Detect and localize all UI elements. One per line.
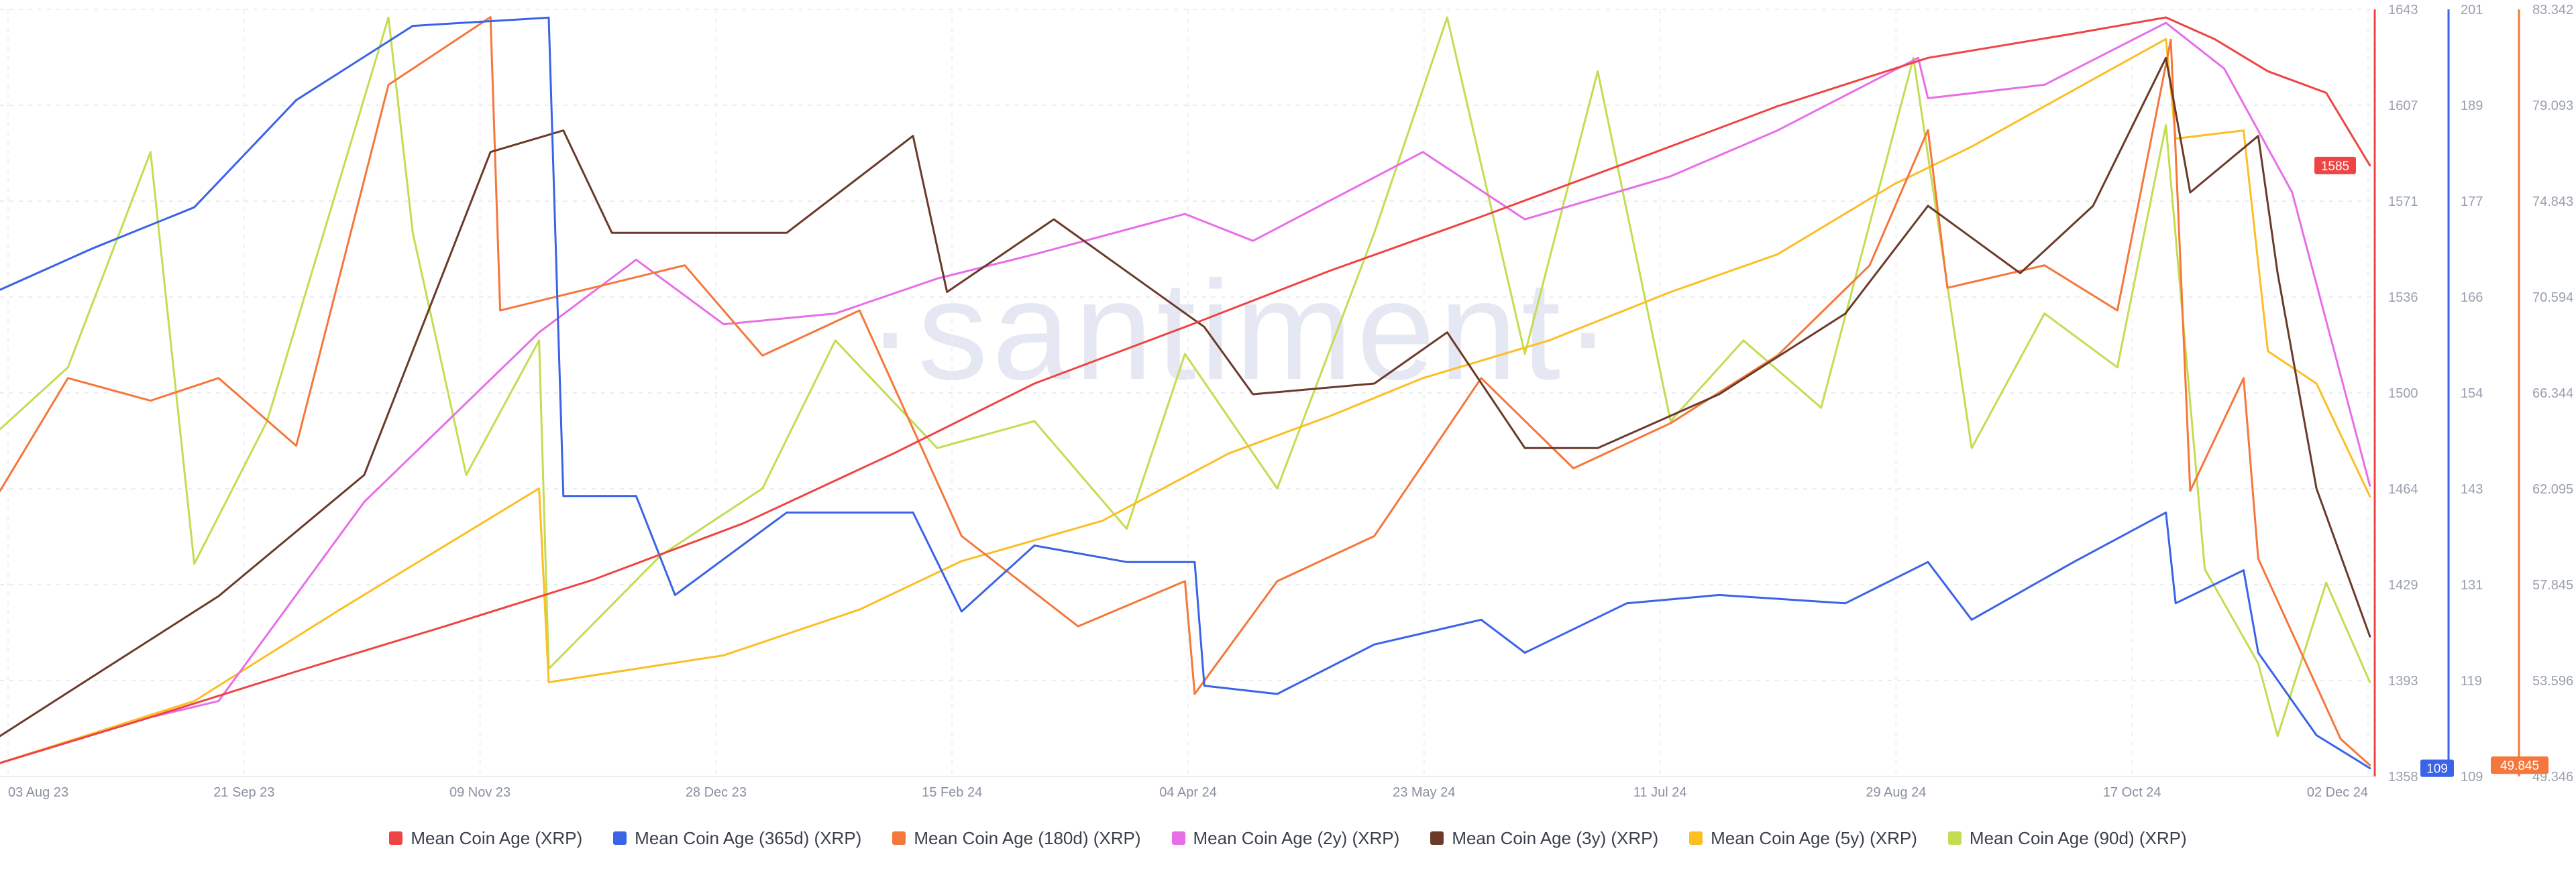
x-tick-label: 29 Aug 24 xyxy=(1866,785,1926,800)
legend-item[interactable]: Mean Coin Age (XRP) xyxy=(389,828,582,849)
legend-label: Mean Coin Age (2y) (XRP) xyxy=(1193,827,1400,848)
y-tick-label-365d: 143 xyxy=(2461,482,2483,497)
y-tick-label-180d: 79.093 xyxy=(2532,99,2573,113)
y-tick-label-365d: 166 xyxy=(2461,290,2483,305)
y-tick-label-mca: 1429 xyxy=(2388,578,2418,593)
legend-item[interactable]: Mean Coin Age (3y) (XRP) xyxy=(1430,828,1658,849)
series-line-5 xyxy=(0,38,2371,764)
y-tick-label-mca: 1643 xyxy=(2388,3,2418,17)
axes-layer: 03 Aug 23 21 Sep 23 09 Nov 23 28 Dec 23 15 F… xyxy=(8,3,2573,800)
y-tick-label-180d: 66.344 xyxy=(2532,386,2573,401)
y-tick-label-365d: 131 xyxy=(2461,578,2483,593)
y-tick-label-mca: 1464 xyxy=(2388,482,2418,497)
legend-label: Mean Coin Age (90d) (XRP) xyxy=(1969,827,2187,848)
x-tick-label: 09 Nov 23 xyxy=(449,785,511,800)
series-layer xyxy=(0,16,2371,770)
y-tick-label-mca: 1393 xyxy=(2388,674,2418,689)
y-tick-label-180d: 57.845 xyxy=(2532,578,2573,593)
legend-swatch xyxy=(892,831,906,845)
y-tick-label-180d: 74.843 xyxy=(2532,194,2573,209)
current-value-badge-mca xyxy=(2314,156,2356,174)
legend-swatch xyxy=(1430,831,1444,845)
legend-swatch xyxy=(1947,831,1962,845)
legend-label: Mean Coin Age (180d) (XRP) xyxy=(914,827,1141,848)
legend-swatch xyxy=(389,831,403,845)
y-tick-label-365d: 189 xyxy=(2461,99,2483,113)
x-tick-label: 21 Sep 23 xyxy=(213,785,274,800)
x-tick-label: 15 Feb 24 xyxy=(922,785,982,800)
legend-label: Mean Coin Age (365d) (XRP) xyxy=(635,827,862,848)
legend-item[interactable]: Mean Coin Age (5y) (XRP) xyxy=(1689,828,1917,849)
legend-swatch xyxy=(613,831,627,845)
x-tick-label: 03 Aug 23 xyxy=(8,785,68,800)
santiment-watermark: ·santiment· xyxy=(867,251,1615,409)
y-tick-label-365d: 109 xyxy=(2461,770,2483,784)
series-line-2 xyxy=(0,16,2371,766)
y-tick-label-180d: 83.342 xyxy=(2532,3,2573,17)
legend-item[interactable]: Mean Coin Age (365d) (XRP) xyxy=(613,828,861,849)
y-tick-label-365d: 154 xyxy=(2461,386,2483,401)
legend: Mean Coin Age (XRP) Mean Coin Age (365d) … xyxy=(0,823,2576,853)
y-tick-label-180d: 53.596 xyxy=(2532,674,2573,689)
current-value-label-365d: 109 xyxy=(2426,762,2448,776)
x-tick-label: 23 May 24 xyxy=(1393,785,1455,800)
legend-label: Mean Coin Age (XRP) xyxy=(411,827,583,848)
series-line-6 xyxy=(0,16,2371,738)
legend-swatch xyxy=(1171,831,1185,845)
y-tick-label-180d: 70.594 xyxy=(2532,290,2573,305)
y-tick-label-mca: 1500 xyxy=(2388,386,2418,401)
x-tick-label: 02 Dec 24 xyxy=(2307,785,2368,800)
legend-label: Mean Coin Age (3y) (XRP) xyxy=(1452,827,1659,848)
y-tick-label-mca: 1571 xyxy=(2388,194,2418,209)
x-tick-label: 28 Dec 23 xyxy=(686,785,747,800)
y-tick-label-mca: 1358 xyxy=(2388,770,2418,784)
legend-swatch xyxy=(1689,831,1703,845)
series-line-3 xyxy=(0,21,2371,764)
current-value-badge-365d xyxy=(2420,759,2454,777)
legend-item[interactable]: Mean Coin Age (2y) (XRP) xyxy=(1171,827,1400,849)
x-tick-label: 04 Apr 24 xyxy=(1159,785,1217,800)
current-value-label-mca: 1585 xyxy=(2321,160,2349,174)
y-tick-label-180d: 62.095 xyxy=(2532,482,2573,497)
grid-lines xyxy=(0,9,2375,777)
y-tick-label-365d: 177 xyxy=(2461,194,2483,209)
series-line-4 xyxy=(0,56,2371,738)
y-tick-label-365d: 119 xyxy=(2461,674,2482,689)
series-line-0 xyxy=(0,16,2371,764)
legend-item[interactable]: Mean Coin Age (90d) (XRP) xyxy=(1947,827,2187,849)
x-tick-label: 17 Oct 24 xyxy=(2103,785,2161,800)
y-tick-label-365d: 201 xyxy=(2461,3,2483,17)
x-tick-label: 11 Jul 24 xyxy=(1633,785,1687,800)
legend-label: Mean Coin Age (5y) (XRP) xyxy=(1711,827,1917,848)
y-tick-label-mca: 1607 xyxy=(2388,99,2418,113)
current-value-label-180d: 49.845 xyxy=(2500,759,2539,773)
y-tick-label-mca: 1536 xyxy=(2388,290,2418,305)
series-line-1 xyxy=(0,16,2371,770)
current-value-badge-180d xyxy=(2491,756,2548,774)
legend-item[interactable]: Mean Coin Age (180d) (XRP) xyxy=(892,827,1141,849)
